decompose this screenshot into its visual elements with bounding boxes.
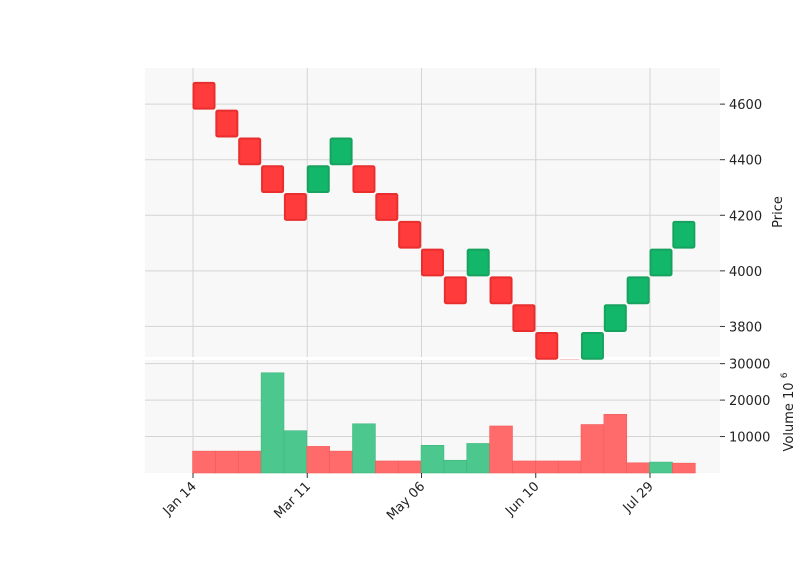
renko-brick-up (649, 248, 673, 277)
volume-bar-down (489, 425, 513, 474)
price-ytick-label: 4000 (729, 265, 762, 280)
volume-bar-up (649, 461, 673, 474)
volume-bar-down (626, 462, 650, 474)
volume-bar-down (397, 460, 422, 474)
volume-bar-down (535, 460, 559, 474)
volume-bar-down (306, 446, 330, 474)
volume-panel: 10000 20000 30000 (145, 358, 770, 474)
volume-bar-down (329, 450, 353, 474)
x-tick-label: May 06 (384, 479, 428, 523)
renko-brick-down (512, 304, 536, 332)
volume-ytick-label: 20000 (729, 394, 770, 409)
volume-scale-exponent: 6 (780, 372, 790, 378)
volume-bar-down (580, 424, 605, 474)
x-tick-label: Jun 10 (502, 479, 542, 519)
renko-brick-up (672, 220, 696, 249)
volume-bar-down (192, 450, 216, 474)
x-tick-label: Jan 14 (160, 479, 200, 519)
volume-ytick-label: 10000 (729, 431, 770, 446)
volume-bar-down (375, 460, 399, 474)
renko-brick-down (489, 276, 513, 305)
volume-axis-label-text: Volume (782, 403, 797, 451)
renko-brick-down (192, 81, 216, 110)
price-ytick-label: 4400 (729, 154, 762, 169)
renko-brick-down (535, 331, 559, 360)
renko-brick-down (352, 165, 376, 194)
volume-axis-label: Volume 10 6 (780, 372, 797, 451)
volume-bar-up (260, 372, 285, 474)
renko-brick-down (238, 137, 262, 166)
renko-brick-down (215, 109, 239, 138)
price-panel: 3800 4000 4200 4400 4600 (145, 68, 762, 388)
volume-bar-down (557, 460, 582, 474)
volume-bar-down (672, 462, 696, 474)
price-ytick-label: 3800 (729, 320, 762, 335)
x-tick-label: Mar 11 (272, 479, 315, 522)
volume-bar-up (443, 459, 468, 474)
price-ytick-label: 4200 (729, 209, 762, 224)
volume-bar-up (352, 423, 376, 474)
volume-bar-down (237, 450, 262, 474)
volume-bar-down (603, 414, 628, 474)
renko-brick-up (306, 165, 330, 194)
renko-brick-down (421, 248, 444, 277)
renko-brick-down (261, 165, 285, 194)
renko-brick-up (603, 304, 627, 332)
renko-brick-up (580, 331, 604, 360)
renko-brick-down (283, 193, 307, 221)
renko-brick-up (329, 137, 353, 166)
volume-bar-down (215, 450, 239, 474)
renko-brick-down (375, 193, 399, 221)
volume-bar-down (512, 460, 536, 474)
volume-scale-base: 10 (782, 382, 797, 399)
renko-brick-up (466, 248, 490, 277)
volume-bar-up (466, 443, 490, 474)
volume-bar-up (283, 430, 308, 474)
x-axis: Jan 14 Mar 11 May 06 Jun 10 Jul 29 (160, 473, 657, 523)
volume-ytick-label: 30000 (729, 358, 770, 373)
renko-brick-down (443, 276, 467, 305)
volume-bar-up (420, 444, 445, 474)
price-axis-label: Price (771, 196, 786, 228)
renko-brick-up (626, 276, 650, 305)
renko-brick-down (398, 220, 422, 249)
x-tick-label: Jul 29 (620, 479, 657, 516)
price-ytick-label: 4600 (729, 98, 762, 113)
